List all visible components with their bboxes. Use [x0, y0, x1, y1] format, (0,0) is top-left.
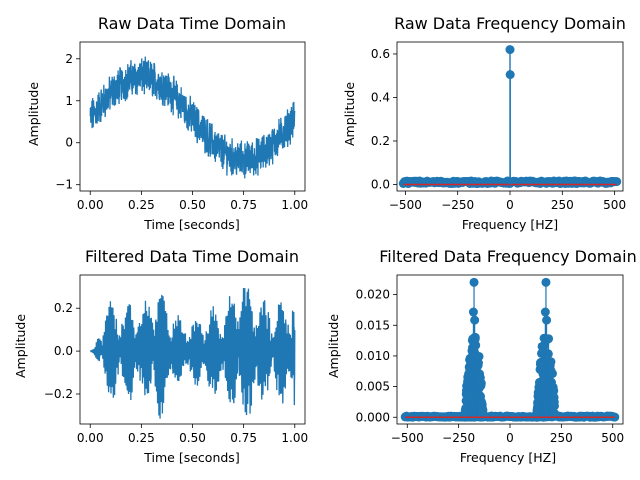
y-axis-label: Amplitude [13, 314, 28, 378]
x-tick-label: 0.75 [230, 198, 257, 212]
x-axis-label: Frequency [HZ] [462, 217, 558, 232]
y-tick-label: 0.0 [371, 177, 390, 191]
x-tick-label: 0.75 [230, 431, 257, 445]
x-tick-label: 500 [603, 198, 626, 212]
y-tick-label: 0 [65, 136, 73, 150]
x-axis-label: Time [seconds] [143, 217, 239, 232]
x-tick-label: 0.50 [179, 431, 206, 445]
y-tick-label: 0.2 [54, 301, 73, 315]
y-tick-label: 1 [65, 94, 73, 108]
x-tick-label: 0 [506, 198, 514, 212]
stem-peak-marker [542, 315, 552, 325]
series-line [89, 288, 296, 419]
stem-marker [474, 351, 484, 361]
x-tick-label: 0.25 [128, 198, 155, 212]
stem-marker [476, 378, 486, 388]
panel-raw-frequency: Raw Data Frequency Domain Frequency [HZ]… [342, 14, 626, 232]
axes-frame [79, 41, 306, 192]
x-tick-label: 0.00 [77, 431, 104, 445]
chart-title: Filtered Data Time Domain [85, 247, 299, 266]
stem-peak-marker [469, 277, 479, 287]
stem-peak-marker [540, 307, 550, 317]
plot-area [396, 274, 624, 425]
x-axis-label: Time [seconds] [143, 450, 239, 465]
y-tick-label: 0.000 [356, 410, 390, 424]
panel-filtered-frequency: Filtered Data Frequency Domain Frequency… [326, 247, 637, 465]
axes-frame [396, 41, 624, 192]
stem-marker [550, 410, 560, 420]
x-tick-label: 250 [551, 198, 574, 212]
plot-area [396, 41, 624, 192]
y-tick-label: 0.020 [356, 288, 390, 302]
y-axis-label: Amplitude [26, 82, 41, 146]
axes-frame [79, 274, 306, 425]
tick-group: 0.00 0.25 0.50 0.75 1.00 −1 0 1 2 [55, 52, 308, 212]
y-tick-label: −1 [55, 178, 73, 192]
x-tick-label: −500 [391, 431, 424, 445]
y-tick-label: 2 [65, 52, 73, 66]
y-tick-label: −0.2 [44, 387, 73, 401]
plot-area [79, 41, 306, 192]
stem-peak-marker [470, 315, 480, 325]
x-tick-label: −500 [389, 198, 422, 212]
tick-group: −500 −250 0 250 500 0.000 0.005 0.010 0.015 0.020 [356, 288, 625, 445]
y-tick-label: 0.6 [371, 47, 390, 61]
stem-peak-marker [505, 45, 515, 55]
x-tick-label: 0.00 [77, 198, 104, 212]
stem-marker [547, 369, 557, 379]
x-axis-label: Frequency [HZ] [460, 450, 556, 465]
axes-frame [396, 274, 624, 425]
x-tick-label: 0.50 [179, 198, 206, 212]
x-tick-label: −250 [442, 431, 475, 445]
y-tick-label: 0.015 [356, 318, 390, 332]
stem-peak-marker [541, 277, 551, 287]
x-tick-label: 0 [506, 431, 514, 445]
stem-marker [549, 386, 559, 396]
x-tick-label: 1.00 [281, 431, 308, 445]
x-tick-label: 250 [550, 431, 573, 445]
stem-marker [471, 340, 481, 350]
y-tick-label: 0.0 [54, 344, 73, 358]
plot-area [79, 274, 306, 425]
stem-marker [549, 401, 559, 411]
series-line [89, 56, 296, 179]
y-axis-label: Amplitude [342, 82, 357, 146]
x-tick-label: 500 [601, 431, 624, 445]
chart-title: Filtered Data Frequency Domain [379, 247, 636, 266]
stem-marker [470, 332, 480, 342]
x-tick-label: −250 [441, 198, 474, 212]
panel-filtered-time: Filtered Data Time Domain Time [seconds]… [13, 247, 308, 465]
tick-group: −500 −250 0 250 500 0.0 0.2 0.4 0.6 [371, 47, 626, 212]
panel-raw-time: Raw Data Time Domain Time [seconds] Ampl… [26, 14, 308, 232]
y-tick-label: 0.4 [371, 90, 390, 104]
chart-title: Raw Data Frequency Domain [394, 14, 626, 33]
tick-group: 0.00 0.25 0.50 0.75 1.00 −0.2 0.0 0.2 [44, 301, 308, 445]
stem-marker [478, 411, 488, 421]
y-tick-label: 0.005 [356, 380, 390, 394]
x-tick-label: 1.00 [281, 198, 308, 212]
stem-peak-marker [505, 70, 515, 80]
y-tick-label: 0.010 [356, 349, 390, 363]
stem-peak-marker [468, 307, 478, 317]
chart-title: Raw Data Time Domain [98, 14, 286, 33]
y-axis-label: Amplitude [326, 314, 341, 378]
stem-marker [546, 357, 556, 367]
y-tick-label: 0.2 [371, 134, 390, 148]
x-tick-label: 0.25 [128, 431, 155, 445]
